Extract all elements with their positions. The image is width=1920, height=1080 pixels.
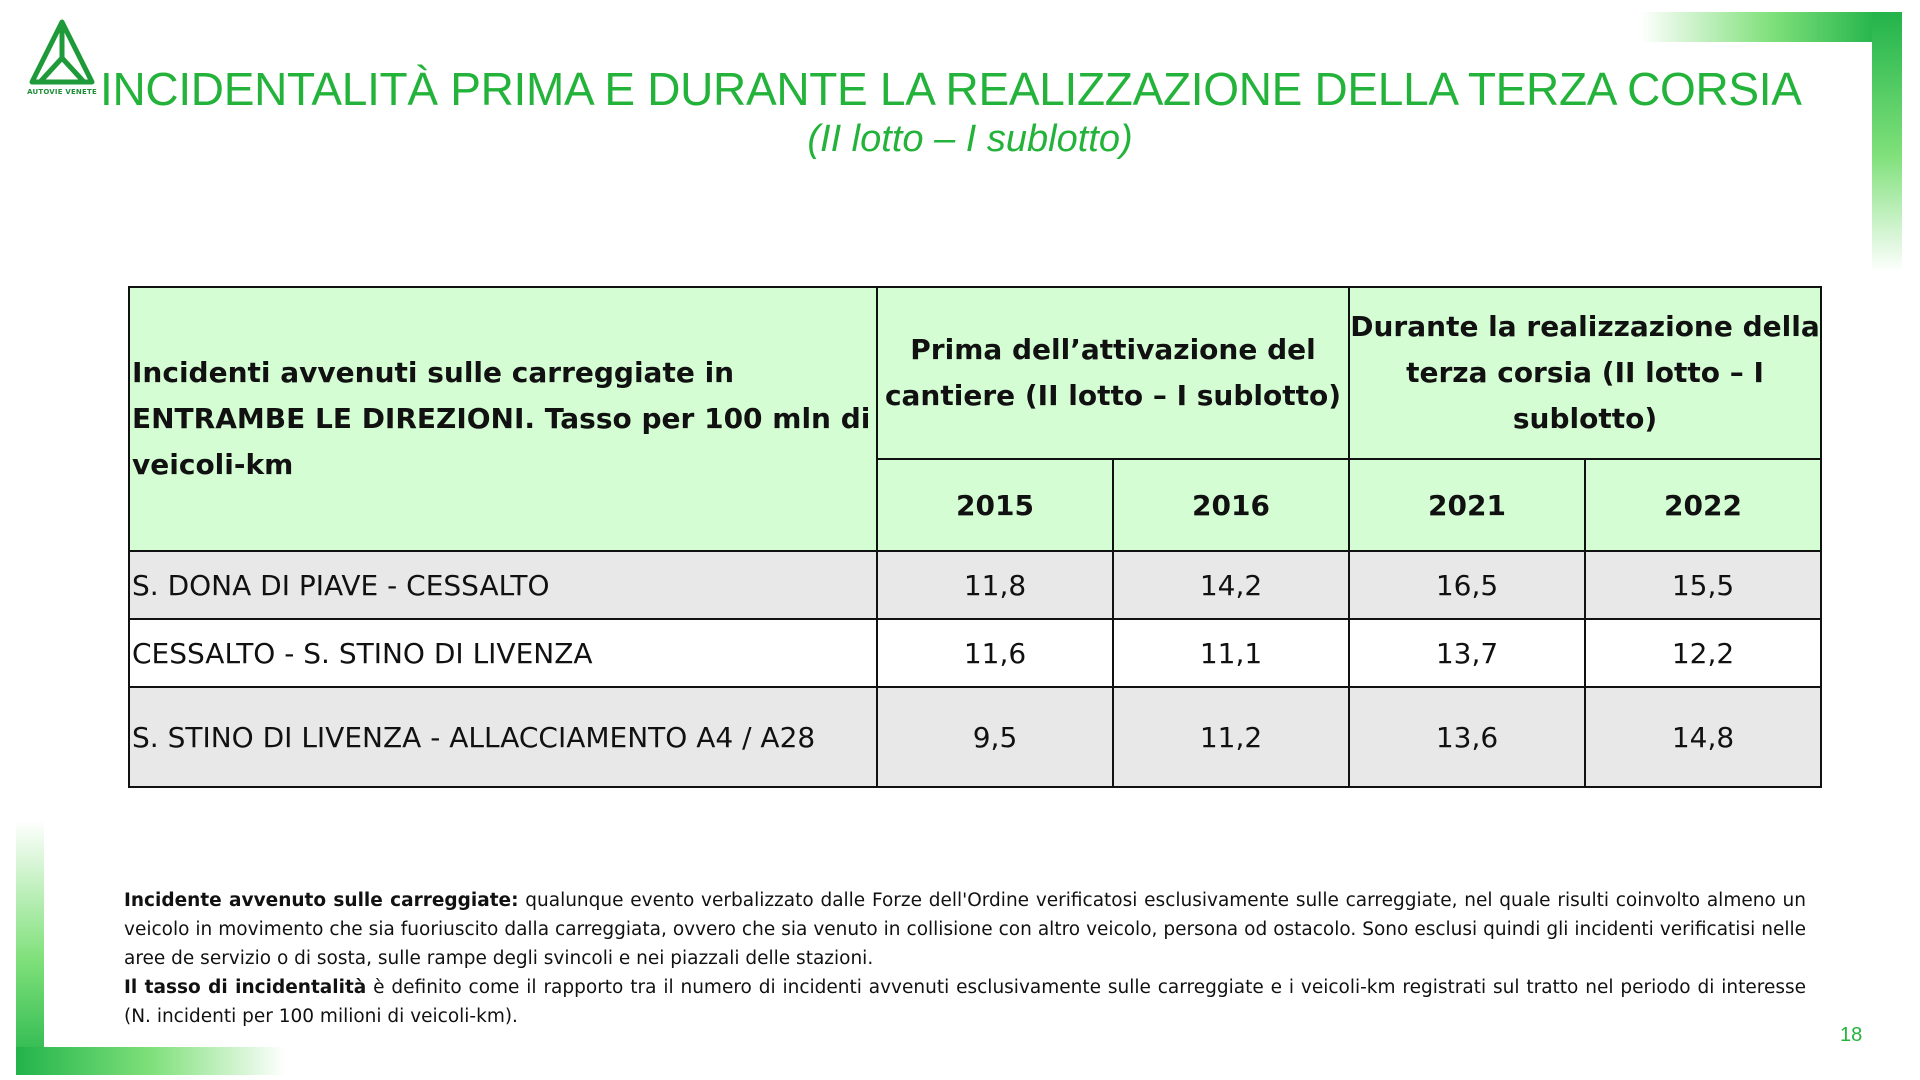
definition-text: è definito come il rapporto tra il numer… <box>124 977 1806 1027</box>
definition-term: Incidente avvenuto sulle carreggiate: <box>124 890 519 911</box>
row-header-cell: Incidenti avvenuti sulle carreggiate in … <box>128 286 878 552</box>
rate-cell: 11,1 <box>1112 618 1350 688</box>
rate-cell: 16,5 <box>1348 550 1586 620</box>
corner-decoration-top-right-vertical <box>1872 12 1902 272</box>
definition-term: Il tasso di incidentalità <box>124 977 367 998</box>
rate-cell: 11,6 <box>876 618 1114 688</box>
definition-incident: Incidente avvenuto sulle carreggiate: qu… <box>124 886 1806 973</box>
year-header: 2015 <box>876 458 1114 552</box>
segment-label: CESSALTO - S. STINO DI LIVENZA <box>128 618 878 688</box>
rate-cell: 14,8 <box>1584 686 1822 788</box>
corner-decoration-top-right <box>1640 12 1880 42</box>
table-row: S. STINO DI LIVENZA - ALLACCIAMENTO A4 /… <box>128 686 1822 788</box>
page-title: INCIDENTALITÀ PRIMA E DURANTE LA REALIZZ… <box>100 63 1802 115</box>
rate-cell: 13,7 <box>1348 618 1586 688</box>
rate-cell: 12,2 <box>1584 618 1822 688</box>
year-header: 2016 <box>1112 458 1350 552</box>
rate-cell: 15,5 <box>1584 550 1822 620</box>
rate-cell: 13,6 <box>1348 686 1586 788</box>
segment-label: S. STINO DI LIVENZA - ALLACCIAMENTO A4 /… <box>128 686 878 788</box>
table-header-row: Incidenti avvenuti sulle carreggiate in … <box>128 286 1822 552</box>
definition-text: qualunque evento verbalizzato dalle Forz… <box>124 890 1806 969</box>
segment-label: S. DONA DI PIAVE - CESSALTO <box>128 550 878 620</box>
year-header: 2021 <box>1348 458 1586 552</box>
definitions-note: Incidente avvenuto sulle carreggiate: qu… <box>124 886 1806 1031</box>
rate-cell: 14,2 <box>1112 550 1350 620</box>
rate-cell: 11,2 <box>1112 686 1350 788</box>
logo-text: AUTOVIE VENETE <box>27 88 97 96</box>
page-number: 18 <box>1840 1024 1863 1046</box>
table-year-row: 2015 2016 2021 2022 <box>129 458 1822 552</box>
corner-decoration-bottom-left <box>16 820 44 1075</box>
incident-rate-table: Incidenti avvenuti sulle carreggiate in … <box>128 286 1822 788</box>
group-header-during: Durante la realizzazione della terza cor… <box>1348 286 1822 460</box>
table-row: S. DONA DI PIAVE - CESSALTO 11,8 14,2 16… <box>128 550 1822 620</box>
group-header-before: Prima dell’attivazione del cantiere (II … <box>876 286 1350 460</box>
corner-decoration-bottom-left-horizontal <box>16 1047 286 1075</box>
autovie-venete-logo-icon <box>29 19 95 85</box>
rate-cell: 9,5 <box>876 686 1114 788</box>
rate-cell: 11,8 <box>876 550 1114 620</box>
page-subtitle: (II lotto – I sublotto) <box>807 118 1133 160</box>
definition-rate: Il tasso di incidentalità è definito com… <box>124 973 1806 1031</box>
table-row: CESSALTO - S. STINO DI LIVENZA 11,6 11,1… <box>128 618 1822 688</box>
year-header: 2022 <box>1584 458 1822 552</box>
